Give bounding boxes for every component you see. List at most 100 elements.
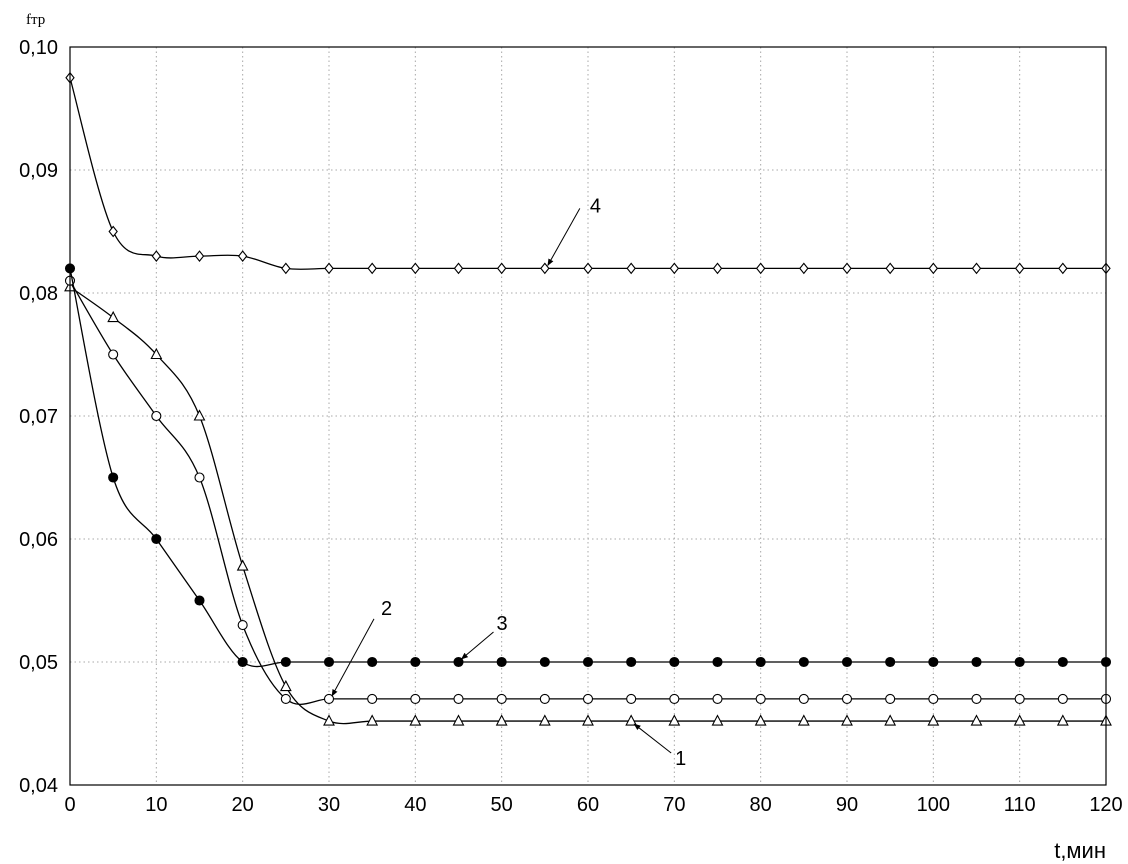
data-point-series-1 [323,714,335,726]
data-point-series-3 [367,656,378,668]
data-point-series-2 [928,693,939,704]
data-point-series-1 [279,679,292,692]
y-tick-label: 0,09 [19,160,58,182]
data-point-series-3 [1014,656,1025,668]
data-point-series-1 [150,347,163,360]
series-line-1 [69,286,1106,725]
series-2 [64,275,1112,705]
data-point-series-1 [107,310,120,323]
data-point-series-1 [538,714,551,726]
data-point-series-3 [841,656,853,668]
data-point-series-3 [798,656,809,668]
data-point-series-4 [1058,262,1068,275]
data-point-series-4 [281,262,291,275]
series-line-3 [69,268,1106,668]
data-point-series-1 [884,714,897,726]
annotation-label: 3 [497,613,508,635]
annotation-3: 3 [460,613,508,660]
data-point-series-3 [582,656,594,668]
data-point-series-1 [1013,714,1026,726]
data-point-series-4 [108,225,118,238]
data-point-series-2 [582,693,594,704]
data-point-series-1 [625,714,638,726]
data-point-series-2 [237,620,248,631]
data-point-series-4 [669,262,680,275]
data-point-series-4 [928,262,939,275]
data-point-series-3 [194,595,205,606]
data-point-series-2 [496,693,507,704]
data-point-series-4 [367,262,377,275]
data-point-series-2 [755,693,766,704]
plot-frame [69,46,1107,786]
data-point-series-4 [324,262,334,275]
data-point-series-3 [539,656,550,668]
y-tick-label: 0,08 [19,283,58,305]
data-point-series-2 [841,693,853,704]
data-point-series-1 [711,714,724,726]
data-point-series-2 [453,693,464,704]
data-point-series-2 [194,472,205,483]
data-point-series-4 [1014,262,1025,275]
annotation-arrow [633,723,672,754]
x-tick-label: 110 [1004,794,1036,816]
data-point-series-3 [971,656,982,668]
x-tick-label: 90 [836,794,858,816]
data-point-series-3 [626,656,637,668]
x-tick-label: 60 [577,794,599,816]
data-point-series-3 [453,656,464,668]
data-point-series-3 [1057,656,1068,668]
data-point-series-1 [236,559,249,571]
annotation-arrow [460,631,494,660]
data-point-series-4 [151,250,162,262]
y-axis-label: fтр [26,12,45,28]
data-point-series-2 [626,693,637,704]
data-point-series-1 [668,714,681,726]
data-point-series-4 [799,262,809,275]
data-point-series-4 [712,262,723,275]
data-point-series-2 [323,693,335,704]
data-point-series-1 [970,714,983,726]
data-point-series-1 [582,714,594,726]
data-point-series-4 [194,250,205,262]
data-point-series-2 [1057,693,1068,704]
data-point-series-2 [539,693,550,704]
x-tick-label: 10 [145,794,167,816]
data-point-series-2 [367,693,378,704]
annotation-4: 4 [547,195,601,267]
annotation-1: 1 [633,723,686,770]
data-point-series-4 [410,262,421,275]
data-point-series-2 [971,693,982,704]
data-point-series-4 [842,262,852,275]
annotation-label: 1 [675,748,686,770]
data-point-series-3 [928,656,939,668]
data-point-series-3 [237,656,248,668]
data-point-series-3 [151,533,162,545]
data-point-series-1 [1056,714,1069,726]
data-point-series-2 [108,349,119,360]
data-point-series-1 [193,409,206,421]
data-point-series-2 [151,410,162,422]
data-point-series-1 [797,714,810,726]
data-point-series-1 [366,714,379,726]
data-point-series-3 [410,656,421,668]
grid [70,47,1106,785]
y-tick-label: 0,04 [19,775,58,797]
data-point-series-2 [669,693,680,704]
data-point-series-2 [798,693,809,704]
data-point-series-3 [755,656,766,668]
data-point-series-1 [452,714,465,726]
data-point-series-4 [583,262,593,275]
data-point-series-3 [108,472,119,483]
x-tick-label: 80 [750,794,772,816]
data-point-series-1 [841,714,853,726]
data-point-series-1 [495,714,508,726]
series-4 [65,71,1111,275]
data-point-series-2 [280,693,291,704]
data-point-series-4 [496,262,507,275]
data-point-series-4 [453,262,464,275]
data-point-series-1 [754,714,767,726]
data-point-series-3 [496,656,507,668]
annotation-arrow [331,618,375,697]
x-axis-label: t,мин [1054,838,1106,863]
